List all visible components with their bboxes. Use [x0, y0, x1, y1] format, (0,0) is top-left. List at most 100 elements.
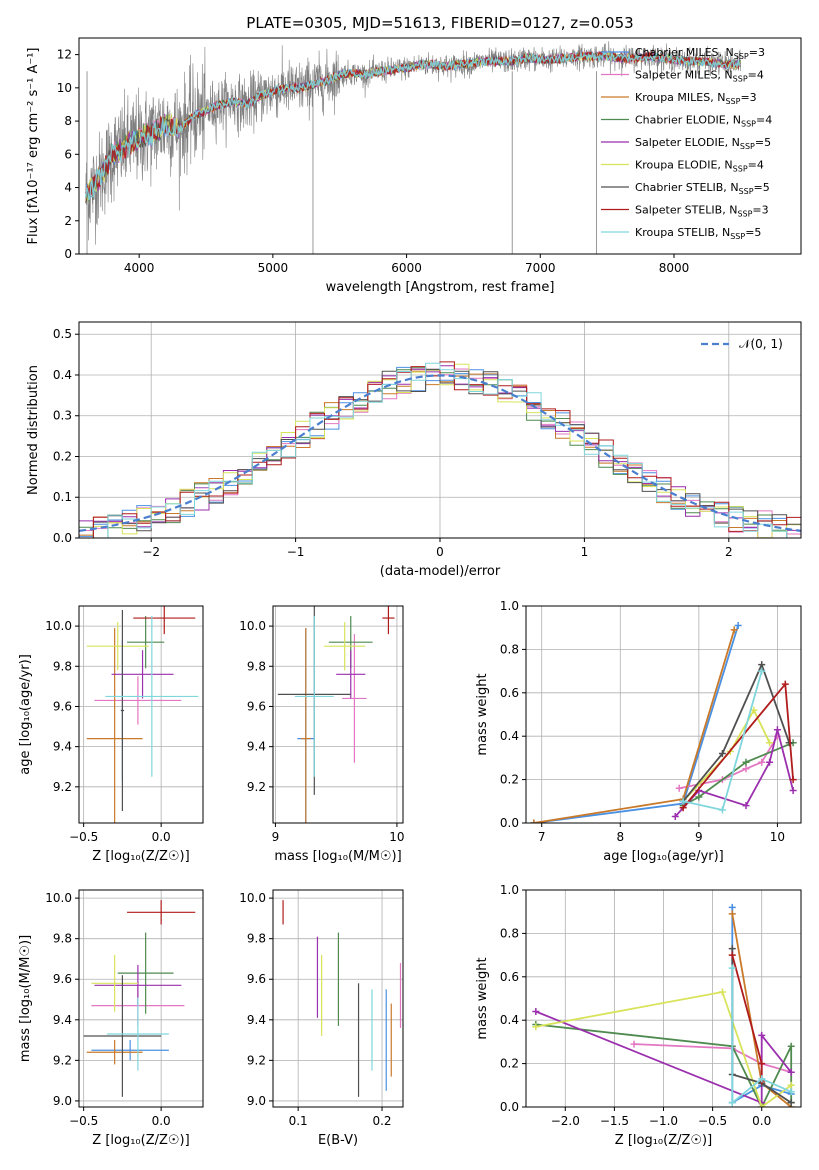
y-tick-label: 0.1	[53, 490, 72, 504]
y-tick-label: 0.2	[500, 1057, 519, 1071]
errorbar-point-8	[127, 900, 196, 925]
weight-line	[535, 990, 792, 1107]
weight-marker	[742, 802, 750, 810]
weight-marker	[679, 804, 687, 812]
plot-area	[277, 606, 395, 823]
y-tick-label: 10.0	[45, 891, 72, 905]
x-tick-label: −2.0	[551, 1114, 580, 1128]
y-tick-label: 0.0	[500, 1100, 519, 1114]
y-tick-label: 9.6	[53, 699, 72, 713]
axes-frame: 7 8 9 10 0.0 0.2 0.4 0.6 0.8 1.0	[500, 599, 802, 844]
weight-marker	[789, 776, 797, 784]
errorbar-point-2	[342, 634, 367, 763]
errorbar-point-6	[324, 622, 366, 671]
weight-series-1	[530, 622, 742, 823]
x-tick-label: 0.1	[289, 1114, 308, 1128]
weight-marker	[679, 797, 687, 805]
y-tick-label: 0.5	[53, 327, 72, 341]
weight-marker	[630, 1040, 638, 1048]
errorbar-point-7	[120, 610, 124, 811]
weight-marker	[789, 786, 797, 794]
y-tick-label: 10.0	[45, 619, 72, 633]
chart-weight-age: 7 8 9 10 0.0 0.2 0.4 0.6 0.8 1.0 age [log₁₀(age/yr…	[475, 599, 802, 864]
x-axis-label: E(B-V)	[318, 1133, 358, 1148]
plot-area	[532, 903, 795, 1107]
errorbar-point-4	[117, 932, 174, 1014]
y-tick-label: 0.0	[500, 816, 519, 830]
legend-entry: Salpeter ELODIE, NSSP=5	[635, 136, 771, 151]
errorbar-point-6	[91, 954, 138, 1012]
weight-marker	[742, 765, 750, 773]
plot-area	[83, 900, 196, 1097]
legend-entry: Salpeter MILES, NSSP=4	[635, 69, 764, 84]
weight-series-9	[679, 667, 766, 814]
x-tick-label: −1.0	[649, 1114, 678, 1128]
y-tick-label: 10.0	[239, 619, 266, 633]
x-tick-label: 5000	[258, 261, 289, 275]
weight-line	[535, 1023, 793, 1107]
weight-marker	[718, 750, 726, 758]
weight-marker	[766, 758, 774, 766]
axes-frame: −0.5 0.0 9.2 9.4 9.6 9.8 10.0	[45, 605, 204, 844]
x-tick-label: 10	[770, 830, 785, 844]
chart-age-z: −0.5 0.0 9.2 9.4 9.6 9.8 10.0 Z [log₁₀(Z/Z☉)] ag…	[18, 605, 204, 864]
plot-area	[79, 361, 801, 538]
figure-title: PLATE=0305, MJD=51613, FIBERID=0127, z=0…	[246, 14, 633, 32]
errorbar-point-1	[91, 1040, 169, 1061]
errorbar-point-5	[336, 650, 366, 699]
y-tick-label: 0.4	[500, 1013, 519, 1027]
y-tick-label: 9.0	[247, 1094, 266, 1108]
y-tick-label: 0.3	[53, 409, 72, 423]
weight-marker	[787, 1081, 795, 1089]
legend-entry: Chabrier STELIB, NSSP=5	[635, 181, 770, 196]
x-tick-label: 0.0	[752, 1114, 771, 1128]
panels: 4000 5000 6000 7000 8000024681012wavelength …	[18, 37, 802, 1148]
x-tick-label: 1	[581, 545, 589, 559]
errorbar-point-9	[105, 616, 199, 777]
y-tick-label: 9.6	[247, 972, 266, 986]
x-tick-label: 0.2	[372, 1114, 391, 1128]
y-tick-label: 8	[64, 114, 72, 128]
weight-marker	[758, 1075, 766, 1083]
errorbar-point-2	[94, 676, 182, 725]
y-tick-label: 0.4	[500, 729, 519, 743]
normal-curve	[79, 374, 801, 532]
x-tick-label: 10	[389, 830, 404, 844]
y-tick-label: 12	[57, 48, 72, 62]
x-axis-label: Z [log₁₀(Z/Z☉)]	[92, 1133, 189, 1148]
x-tick-label: −2	[142, 545, 160, 559]
errorbar-point-9	[294, 616, 334, 777]
y-tick-label: 9.8	[247, 932, 266, 946]
y-tick-label: 10.0	[239, 891, 266, 905]
weight-marker	[742, 758, 750, 766]
legend: Chabrier MILES, NSSP=3 Salpeter MILES, NS…	[601, 46, 772, 241]
weight-marker	[787, 1088, 795, 1096]
errorbar-point-4	[127, 616, 165, 669]
weight-marker	[532, 1023, 540, 1031]
weight-marker	[728, 951, 736, 959]
axes-frame: 4000 5000 6000 7000 8000 0 2 4 6 8 10 12	[57, 37, 802, 275]
y-tick-label: 10	[57, 81, 72, 95]
x-tick-label: −0.5	[69, 1114, 98, 1128]
weight-marker	[787, 1068, 795, 1076]
chart-age-mass: 9 10 9.2 9.4 9.6 9.8 10.0 mass [log₁₀(M/M☉)]	[239, 605, 405, 864]
weight-marker	[773, 726, 781, 734]
y-tick-label: 9.2	[247, 1053, 266, 1067]
y-tick-label: 0.2	[500, 773, 519, 787]
histogram-9	[79, 362, 801, 538]
weight-marker	[734, 622, 742, 630]
y-tick-label: 9.4	[247, 1013, 266, 1027]
y-tick-label: 0.6	[500, 686, 519, 700]
y-tick-label: 0	[64, 247, 72, 261]
axes-frame: 9 10 9.2 9.4 9.6 9.8 10.0	[239, 605, 405, 844]
chart-mass-z: −0.5 0.0 9.0 9.2 9.4 9.6 9.8 10.0 Z [log₁₀(Z/Z☉)…	[18, 889, 204, 1148]
x-tick-label: 2	[725, 545, 733, 559]
weight-marker	[718, 806, 726, 814]
x-tick-label: 8	[616, 830, 624, 844]
weight-marker	[758, 1031, 766, 1039]
y-tick-label: 6	[64, 147, 72, 161]
weight-marker	[728, 964, 736, 972]
errorbar-point-3	[300, 628, 311, 823]
x-tick-label: 4000	[124, 261, 155, 275]
